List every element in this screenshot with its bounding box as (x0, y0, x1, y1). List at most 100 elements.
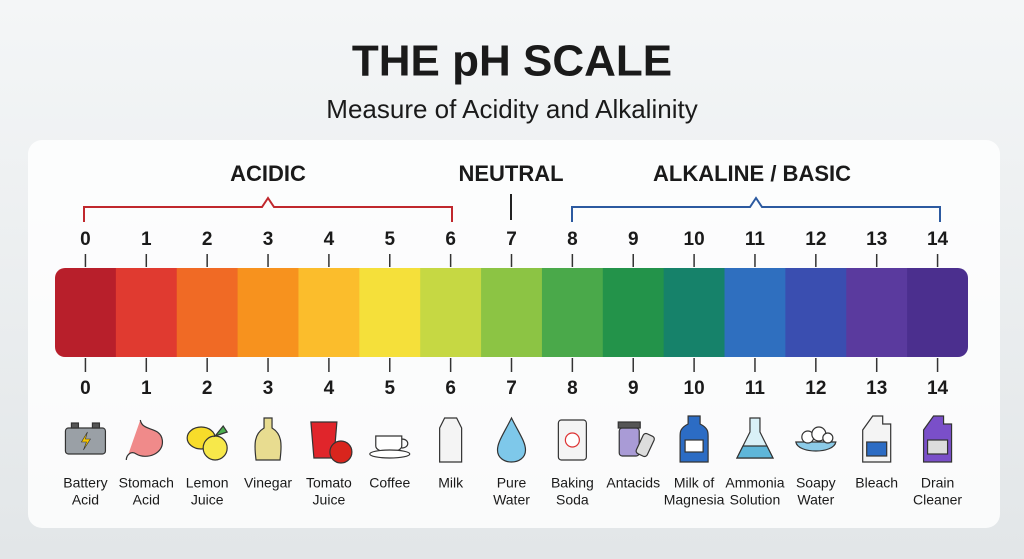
ph-segment (907, 268, 968, 357)
substance-ph: 1 (141, 378, 152, 399)
substance-icon (679, 415, 709, 463)
icon-part (439, 417, 463, 463)
icon-part (369, 449, 411, 459)
ph-segment (420, 268, 482, 357)
icon-part (80, 431, 91, 451)
scale-number: 6 (445, 229, 456, 250)
group-label: ACIDIC (230, 161, 306, 186)
substance-name: Battery (63, 475, 107, 491)
icon-part (125, 419, 163, 461)
substance-icon (186, 424, 229, 461)
scale-number: 9 (628, 229, 639, 250)
ph-segment (724, 268, 786, 357)
substance-name: Coffee (369, 475, 410, 491)
ph-segment (663, 268, 726, 357)
ph-segment (846, 268, 908, 357)
substance-ph: 6 (445, 378, 456, 399)
scale-number: 3 (263, 229, 274, 250)
substance-ph: 12 (805, 378, 826, 399)
substance-name: Bleach (855, 475, 898, 491)
substance-name: Pure (497, 475, 527, 491)
substance-icon (125, 419, 163, 461)
substance-name: Soda (556, 492, 589, 508)
ph-segment (176, 268, 239, 357)
substance-name: Acid (72, 492, 99, 508)
substance-icon (862, 415, 892, 463)
scale-number: 8 (567, 229, 578, 250)
icon-part (329, 440, 353, 464)
substance-ph: 9 (628, 378, 639, 399)
substance-icon (254, 417, 282, 461)
substance-icon (439, 417, 463, 463)
substance-name: Water (493, 492, 530, 508)
icon-part (684, 439, 704, 453)
substance-name: Milk (438, 475, 464, 491)
ph-segment (298, 268, 360, 357)
ph-segment (359, 268, 421, 357)
scale-number: 5 (384, 229, 395, 250)
icon-part (926, 439, 949, 455)
icon-part (822, 432, 834, 444)
scale-number: 7 (506, 229, 517, 250)
icon-part (91, 422, 101, 429)
substance-icon (369, 435, 411, 459)
title: THE pH SCALE (352, 37, 672, 86)
substance-name: Juice (191, 492, 224, 508)
substance-icon (617, 421, 655, 458)
substance-ph: 11 (745, 378, 766, 399)
substance-icon (496, 416, 527, 463)
substance-ph: 5 (384, 378, 395, 399)
ph-segment (541, 268, 604, 357)
icon-part (635, 432, 655, 458)
ph-segment (55, 268, 117, 357)
icon-part (496, 416, 527, 463)
substance-ph: 8 (567, 378, 578, 399)
substance-name: Milk of (674, 475, 715, 491)
substance-ph: 10 (684, 378, 705, 399)
substance-name: Antacids (606, 475, 660, 491)
substance-ph: 2 (202, 378, 213, 399)
substance-icon (310, 421, 353, 464)
icon-part (202, 435, 228, 461)
ph-segment (602, 268, 665, 357)
icon-part (564, 432, 580, 448)
ph-segment (481, 268, 543, 357)
icon-part (617, 421, 641, 429)
substance-ph: 13 (866, 378, 887, 399)
substance-name: Solution (730, 492, 781, 508)
icon-part (866, 441, 888, 457)
substance-name: Ammonia (725, 475, 784, 491)
group-label: ALKALINE / BASIC (653, 161, 851, 186)
substance-name: Water (797, 492, 834, 508)
substance-name: Juice (313, 492, 346, 508)
scale-number: 12 (805, 229, 826, 250)
substance-name: Cleaner (913, 492, 962, 508)
icon-part (213, 424, 229, 438)
icon-part (735, 445, 774, 459)
scale-number: 2 (202, 229, 213, 250)
substance-ph: 14 (927, 378, 949, 399)
icon-part (254, 417, 282, 461)
substance-ph: 0 (80, 378, 91, 399)
substance-name: Soapy (796, 475, 836, 491)
icon-part (795, 441, 837, 452)
substance-name: Lemon (186, 475, 229, 491)
substance-name: Drain (921, 475, 954, 491)
substance-ph: 4 (324, 378, 335, 399)
scale-layer: 0 1 2 3 4 5 6 7 8 9 10 11 12 13 140BatteryAcid1Stomach… (63, 229, 962, 508)
scale-number: 14 (927, 229, 949, 250)
scale-number: 1 (141, 229, 152, 250)
substance-ph: 7 (506, 378, 517, 399)
acid-bracket (83, 196, 453, 222)
substance-name: Stomach (119, 475, 174, 491)
scale-number: 0 (80, 229, 91, 250)
substance-name: Magnesia (664, 492, 725, 508)
substance-icon (64, 422, 107, 455)
scale-number: 11 (745, 229, 766, 250)
substance-ph: 3 (263, 378, 274, 399)
substance-icon (922, 415, 953, 463)
ph-segment (785, 268, 847, 357)
icon-part (401, 438, 409, 449)
subtitle: Measure of Acidity and Alkalinity (326, 94, 697, 124)
